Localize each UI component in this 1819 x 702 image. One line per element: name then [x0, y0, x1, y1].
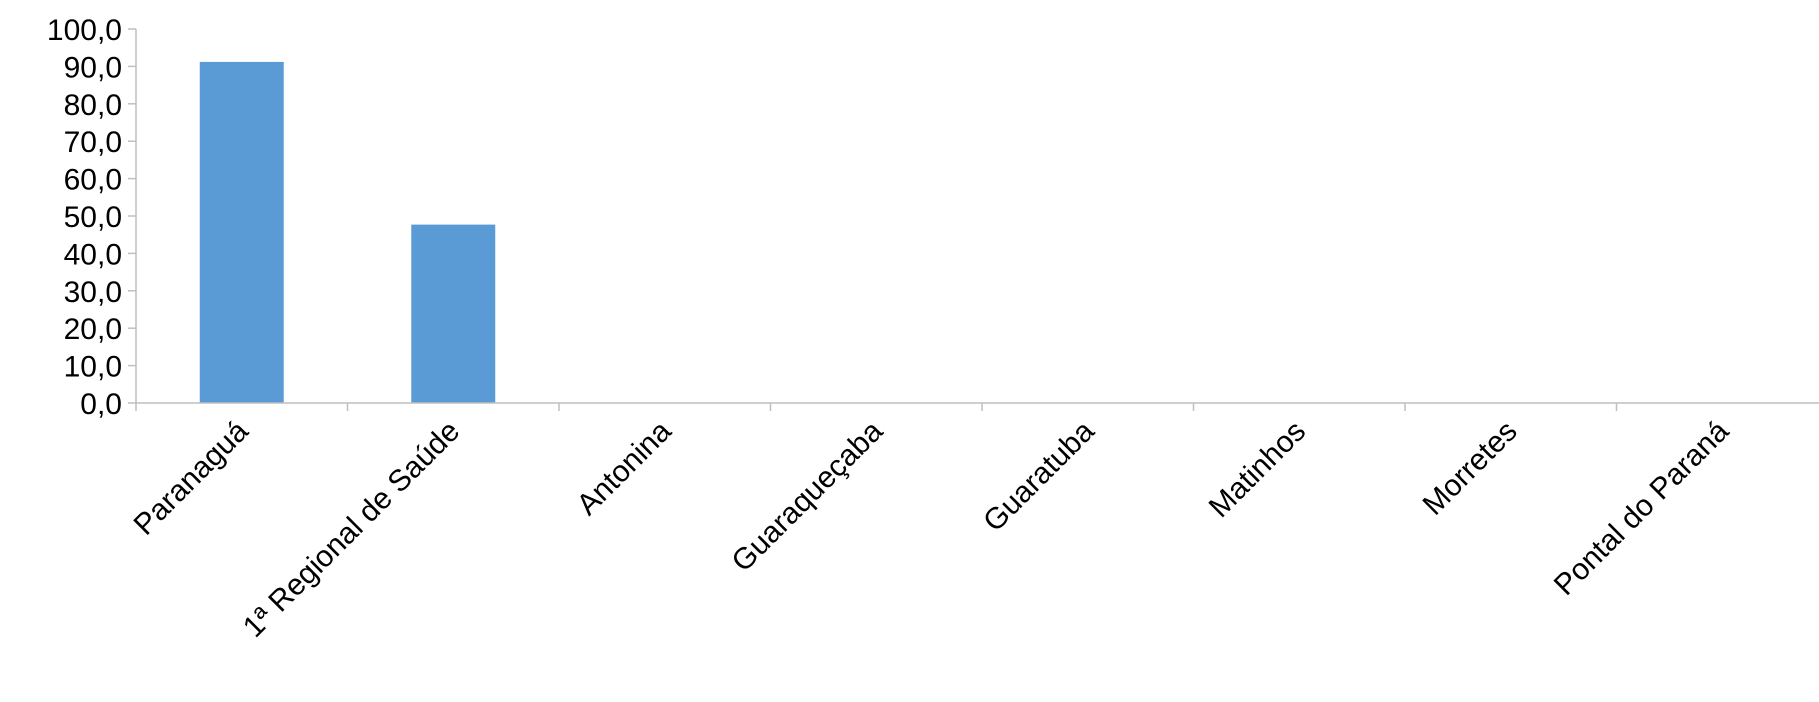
y-tick-label: 100,0: [47, 14, 122, 47]
y-tick-label: 10,0: [64, 351, 122, 384]
bar: [411, 224, 496, 403]
y-tick-label: 30,0: [64, 276, 122, 309]
y-tick-label: 70,0: [64, 126, 122, 159]
x-category-label: Pontal do Paraná: [1548, 414, 1735, 601]
y-tick-label: 0,0: [80, 388, 122, 421]
y-tick-label: 50,0: [64, 201, 122, 234]
x-category-label: Antonina: [571, 414, 678, 521]
y-tick-label: 40,0: [64, 238, 122, 271]
x-category-label: Guaraqueçaba: [726, 414, 890, 578]
y-axis: 0,0 10,0 20,0 30,0 40,0 50,0 60,0 70,0 80,0 90,0 1…: [47, 14, 137, 421]
bar-series: [199, 61, 496, 404]
y-tick-label: 80,0: [64, 89, 122, 122]
x-category-label: Morretes: [1417, 415, 1524, 522]
x-category-label: Guaratuba: [977, 414, 1101, 538]
y-tick-label: 60,0: [64, 164, 122, 197]
x-category-label: Matinhos: [1203, 415, 1312, 524]
x-category-label: Paranaguá: [128, 414, 255, 541]
y-tick-label: 90,0: [64, 51, 122, 84]
x-category-label: 1ª Regional de Saúde: [237, 415, 466, 644]
y-tick-label: 20,0: [64, 313, 122, 346]
bar: [199, 61, 284, 404]
